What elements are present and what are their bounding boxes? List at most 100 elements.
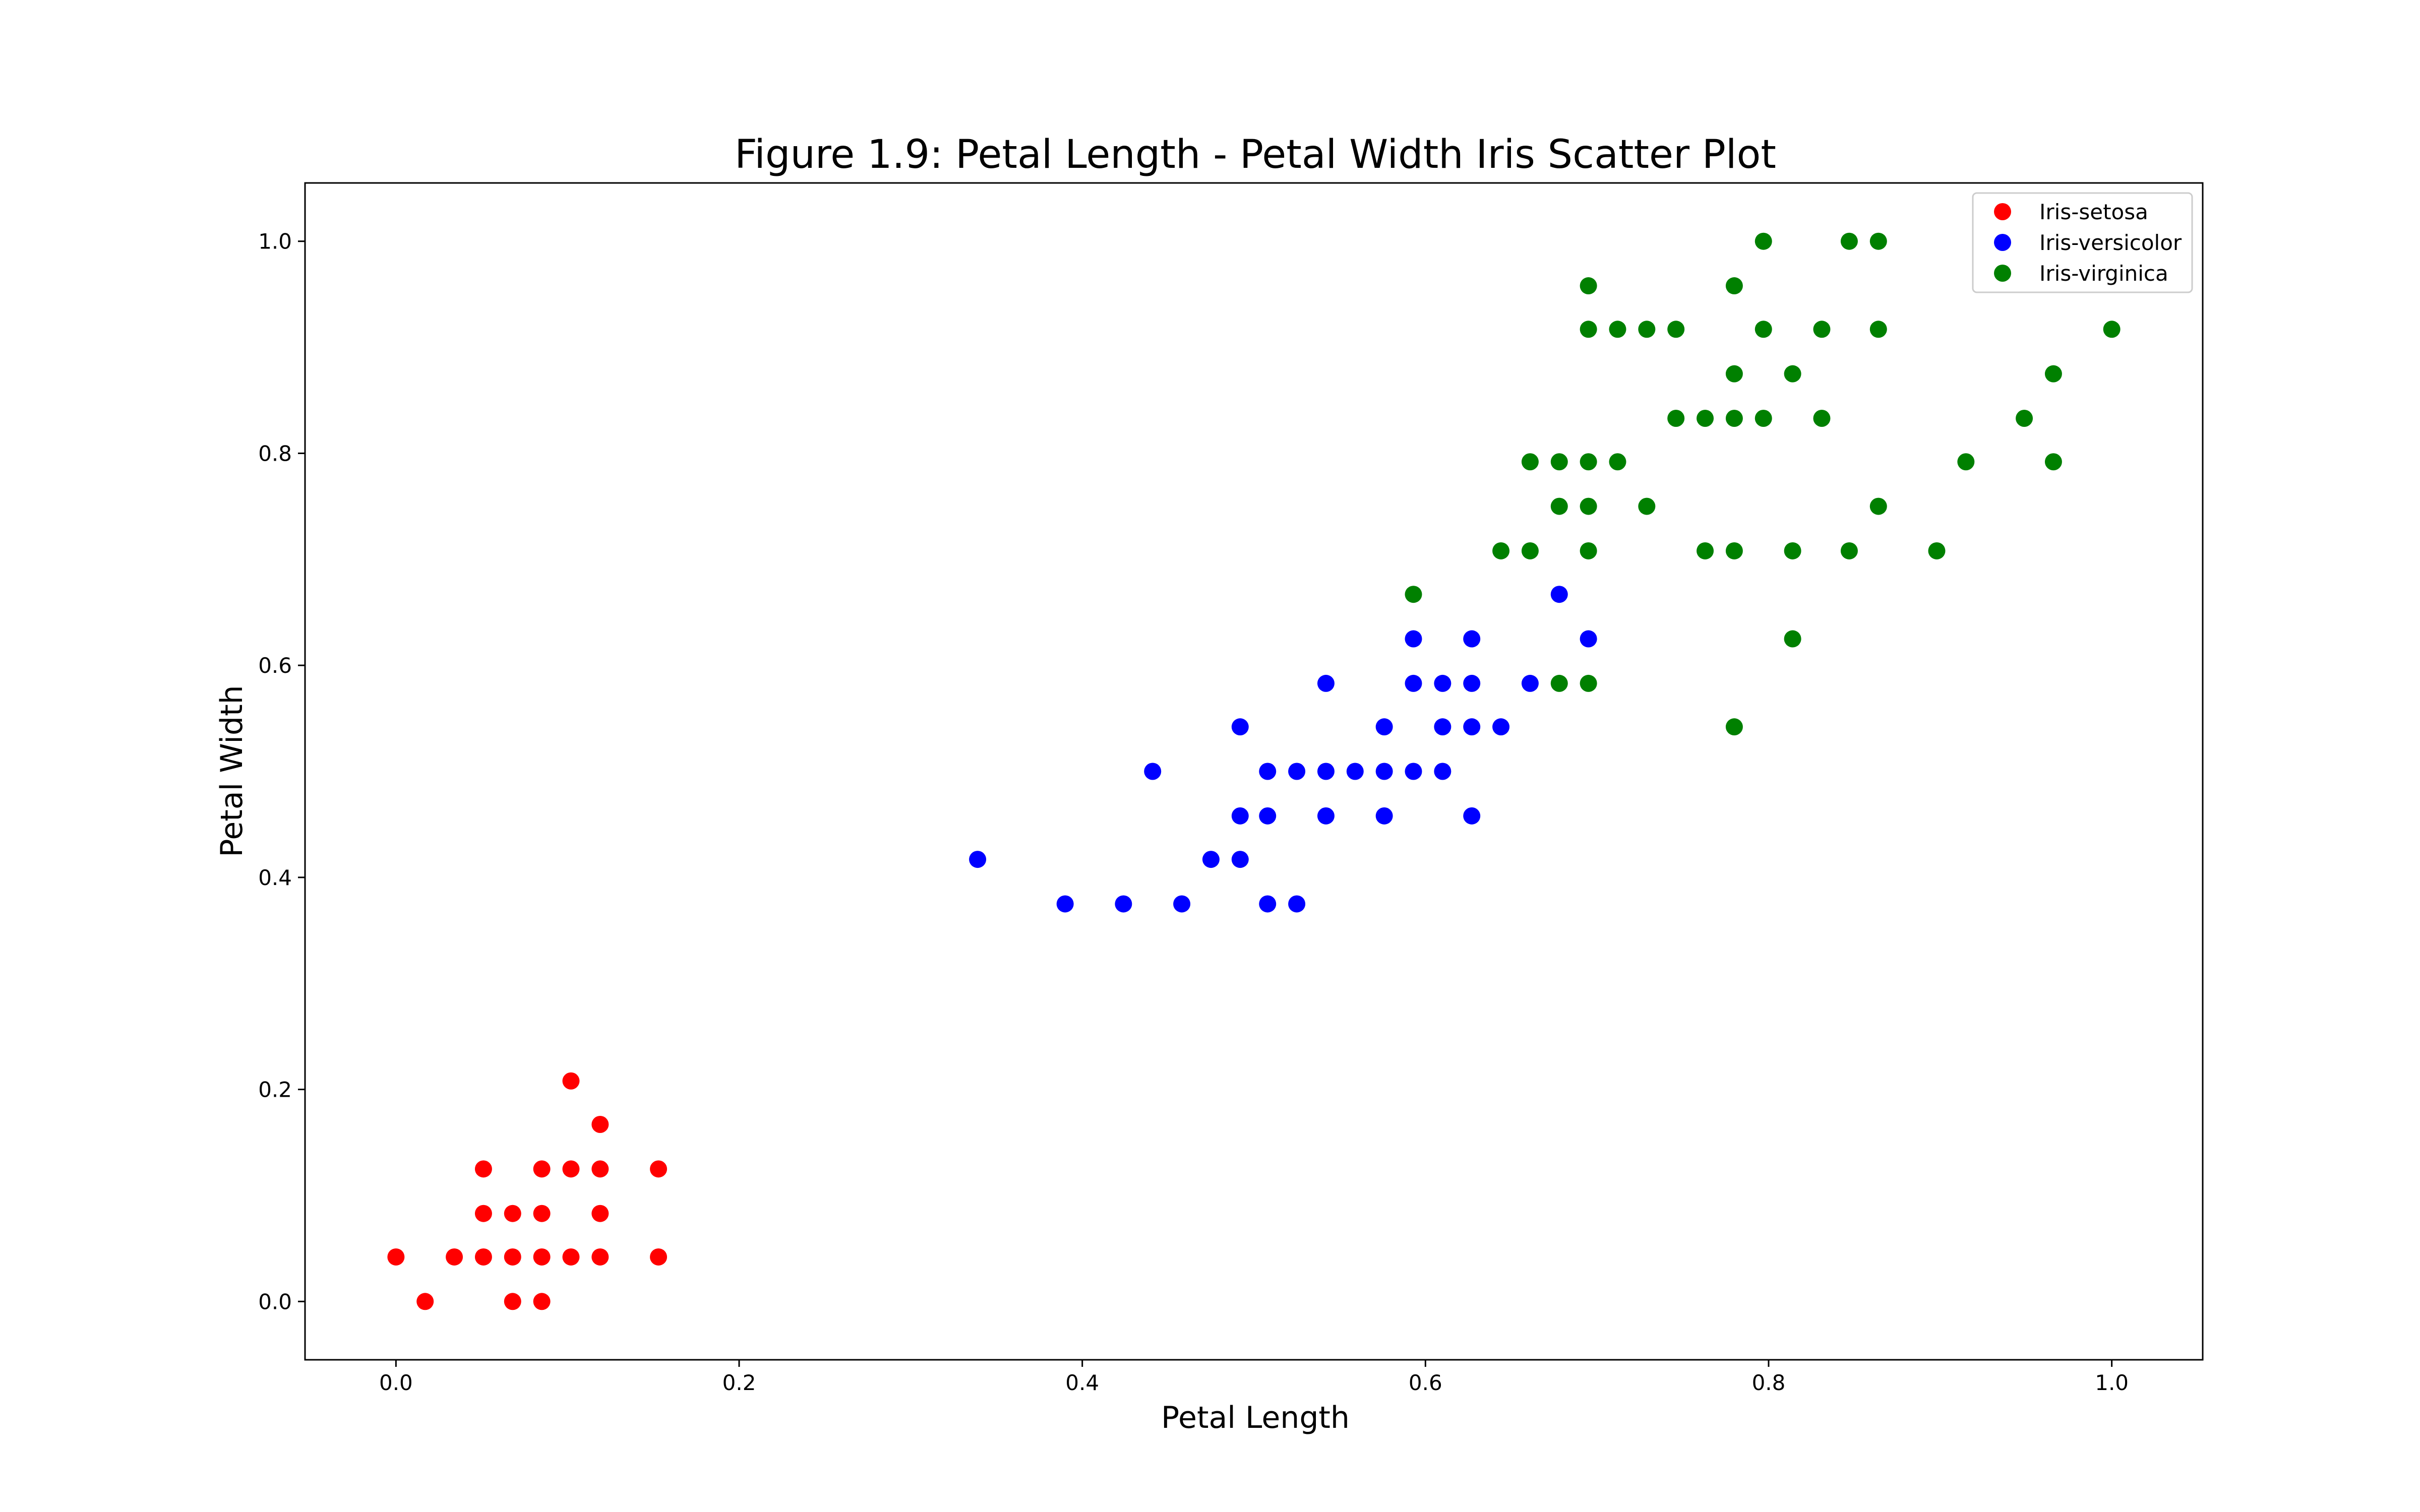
iris-virginica-point	[1609, 321, 1626, 338]
y-tick-label: 0.2	[258, 1078, 292, 1102]
x-tick-label: 0.8	[1752, 1370, 1786, 1395]
iris-versicolor-point	[1288, 763, 1306, 780]
iris-versicolor-point	[1317, 674, 1335, 692]
iris-virginica-point	[1580, 497, 1597, 515]
x-tick-label: 0.6	[1409, 1370, 1442, 1395]
iris-virginica-point	[1550, 497, 1568, 515]
iris-virginica-point	[1754, 232, 1772, 250]
iris-versicolor-point	[1405, 763, 1422, 780]
iris-setosa-point	[562, 1248, 580, 1266]
legend-marker-iris-setosa	[1994, 203, 2011, 220]
iris-versicolor-point	[1580, 630, 1597, 648]
y-axis-label: Petal Width	[214, 685, 250, 857]
iris-versicolor-point	[1231, 718, 1249, 736]
plot-area	[304, 182, 2204, 1361]
iris-virginica-point	[1405, 586, 1422, 603]
iris-virginica-point	[1580, 542, 1597, 559]
iris-setosa-point	[504, 1293, 521, 1310]
legend: Iris-setosa Iris-versicolor Iris-virginica	[1972, 192, 2193, 293]
data-points	[387, 232, 2121, 1310]
iris-versicolor-point	[1288, 895, 1306, 913]
iris-virginica-point	[1550, 674, 1568, 692]
iris-virginica-point	[1521, 542, 1539, 559]
iris-versicolor-point	[1463, 807, 1481, 825]
iris-versicolor-point	[1173, 895, 1191, 913]
iris-virginica-point	[1638, 497, 1656, 515]
iris-versicolor-point	[1463, 718, 1481, 736]
iris-versicolor-point	[1115, 895, 1132, 913]
iris-versicolor-point	[1375, 718, 1393, 736]
iris-setosa-point	[591, 1160, 609, 1178]
x-axis: 0.0 0.2 0.4 0.6 0.8 1.0	[379, 1360, 2129, 1395]
iris-virginica-point	[1840, 232, 1858, 250]
iris-virginica-point	[2016, 410, 2033, 427]
iris-setosa-point	[504, 1248, 521, 1266]
iris-virginica-point	[1840, 542, 1858, 559]
iris-versicolor-point	[969, 851, 987, 868]
legend-box	[1972, 192, 2193, 293]
iris-virginica-point	[1869, 321, 1887, 338]
iris-setosa-point	[562, 1160, 580, 1178]
iris-setosa-point	[416, 1293, 434, 1310]
iris-setosa-point	[446, 1248, 463, 1266]
iris-versicolor-point	[1317, 763, 1335, 780]
chart-title: Figure 1.9: Petal Length - Petal Width I…	[735, 132, 1776, 177]
iris-virginica-point	[1492, 542, 1510, 559]
x-tick-label: 0.2	[722, 1370, 756, 1395]
iris-setosa-point	[533, 1205, 551, 1222]
iris-setosa-point	[474, 1205, 492, 1222]
iris-setosa-point	[591, 1248, 609, 1266]
iris-virginica-point	[1957, 453, 1975, 471]
iris-virginica-point	[1784, 542, 1801, 559]
iris-virginica-point	[1813, 410, 1831, 427]
y-tick-label: 0.6	[258, 653, 292, 678]
iris-versicolor-point	[1317, 807, 1335, 825]
iris-virginica-point	[1784, 630, 1801, 648]
iris-versicolor-point	[1259, 763, 1277, 780]
iris-setosa-point	[650, 1160, 668, 1178]
iris-versicolor-point	[1434, 674, 1451, 692]
y-tick-label: 1.0	[258, 229, 292, 254]
iris-versicolor-point	[1434, 763, 1451, 780]
iris-setosa-point	[591, 1116, 609, 1133]
x-tick-label: 1.0	[2095, 1370, 2129, 1395]
x-tick-label: 0.4	[1065, 1370, 1099, 1395]
iris-setosa-point	[562, 1072, 580, 1090]
iris-virginica-point	[2044, 365, 2062, 383]
iris-versicolor-point	[1463, 630, 1481, 648]
iris-virginica-point	[2044, 453, 2062, 471]
iris-versicolor-point	[1056, 895, 1074, 913]
iris-versicolor-point	[1346, 763, 1364, 780]
iris-virginica-point	[1784, 365, 1801, 383]
iris-versicolor-point	[1492, 718, 1510, 736]
iris-virginica-point	[1580, 674, 1597, 692]
legend-marker-iris-versicolor	[1994, 234, 2011, 251]
iris-virginica-point	[1725, 542, 1743, 559]
iris-virginica-point	[1725, 277, 1743, 295]
iris-virginica-point	[1667, 321, 1685, 338]
legend-label-iris-setosa: Iris-setosa	[2039, 200, 2148, 224]
iris-versicolor-point	[1550, 586, 1568, 603]
legend-label-iris-virginica: Iris-virginica	[2039, 261, 2168, 286]
iris-setosa-point	[474, 1248, 492, 1266]
iris-virginica-point	[1697, 410, 1714, 427]
y-tick-label: 0.0	[258, 1289, 292, 1314]
iris-virginica-point	[1580, 277, 1597, 295]
legend-label-iris-versicolor: Iris-versicolor	[2039, 230, 2182, 255]
iris-virginica-point	[1869, 232, 1887, 250]
iris-virginica-point	[1754, 410, 1772, 427]
iris-virginica-point	[1725, 365, 1743, 383]
y-axis: 0.0 0.2 0.4 0.6 0.8 1.0	[258, 229, 305, 1314]
iris-virginica-point	[1725, 410, 1743, 427]
iris-virginica-point	[1667, 410, 1685, 427]
iris-virginica-point	[1550, 453, 1568, 471]
iris-setosa-point	[533, 1293, 551, 1310]
iris-virginica-point	[1521, 453, 1539, 471]
iris-versicolor-point	[1202, 851, 1220, 868]
iris-virginica-point	[1928, 542, 1946, 559]
x-tick-label: 0.0	[379, 1370, 413, 1395]
iris-setosa-point	[504, 1205, 521, 1222]
iris-virginica-point	[1869, 497, 1887, 515]
legend-marker-iris-virginica	[1994, 265, 2011, 282]
